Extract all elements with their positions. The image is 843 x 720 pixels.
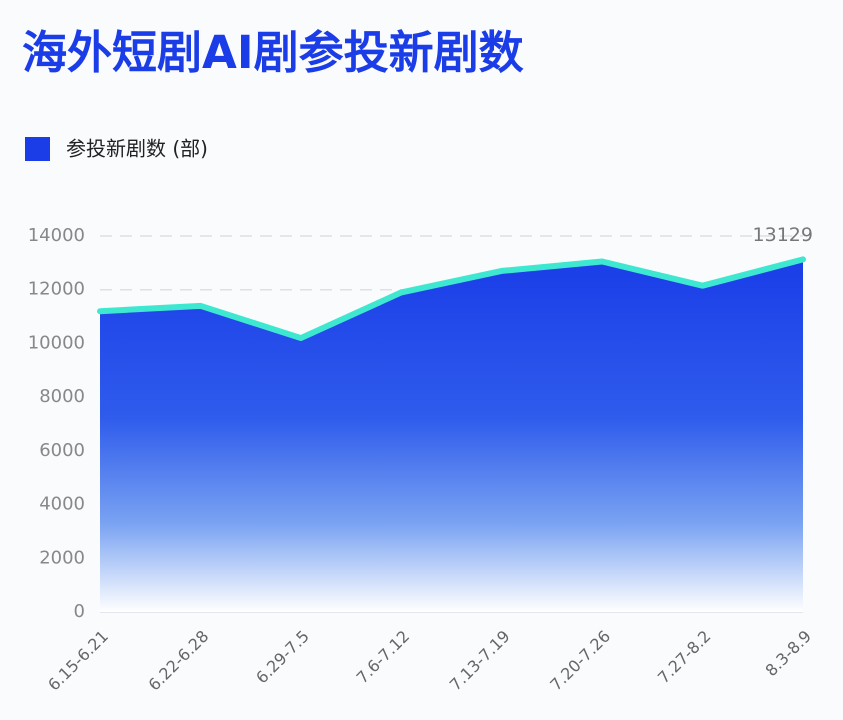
x-tick-label: 7.13-7.19 — [446, 627, 514, 695]
x-tick-label: 8.3-8.9 — [762, 627, 816, 681]
legend-swatch — [25, 137, 50, 161]
y-tick-label: 10000 — [28, 332, 85, 353]
value-label: 13129 — [753, 224, 813, 246]
area-fill — [100, 259, 803, 612]
chart-title: 海外短剧AI剧参投新剧数 — [22, 26, 524, 79]
x-tick-label: 6.22-6.28 — [145, 627, 213, 695]
y-tick-label: 12000 — [28, 279, 85, 300]
y-tick-label: 2000 — [39, 547, 85, 568]
area-line — [97, 256, 806, 342]
x-tick-label: 7.20-7.26 — [546, 627, 614, 695]
y-tick-label: 0 — [74, 601, 85, 622]
x-tick-label: 6.15-6.21 — [44, 627, 112, 695]
y-tick-label: 14000 — [28, 225, 85, 246]
y-tick-label: 4000 — [39, 494, 85, 515]
y-tick-label: 6000 — [39, 440, 85, 461]
x-tick-label: 7.27-8.2 — [654, 627, 715, 688]
legend-label: 参投新剧数 (部) — [66, 137, 208, 161]
x-tick-label: 6.29-7.5 — [252, 627, 313, 688]
y-tick-label: 8000 — [39, 386, 85, 407]
x-tick-label: 7.6-7.12 — [353, 627, 414, 688]
